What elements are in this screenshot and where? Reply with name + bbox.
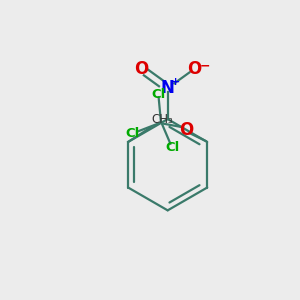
Text: Cl: Cl <box>125 128 139 140</box>
Text: CH₃: CH₃ <box>152 113 173 126</box>
Text: O: O <box>134 60 148 78</box>
Text: Cl: Cl <box>166 141 180 154</box>
Text: N: N <box>161 79 175 97</box>
Text: O: O <box>187 60 201 78</box>
Text: −: − <box>200 60 211 73</box>
Text: Cl: Cl <box>152 88 166 101</box>
Text: +: + <box>171 77 181 87</box>
Text: O: O <box>179 121 193 139</box>
